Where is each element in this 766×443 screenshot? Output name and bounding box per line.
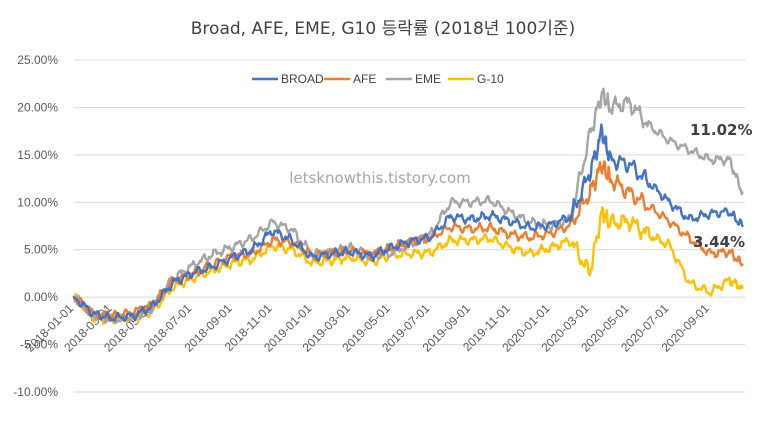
- y-tick-label: 25.00%: [17, 53, 58, 67]
- y-tick-label: -10.00%: [13, 385, 58, 399]
- gridlines: [74, 59, 745, 393]
- legend: BROAD AFE EME G-10: [252, 72, 504, 86]
- y-tick-label: 20.00%: [17, 100, 58, 114]
- series-line-afe: [72, 160, 744, 321]
- legend-label: G-10: [477, 72, 504, 86]
- legend-label: AFE: [353, 72, 376, 86]
- y-tick-label: -5.00%: [20, 338, 58, 352]
- y-tick-label: 10.00%: [17, 195, 58, 209]
- chart-title: Broad, AFE, EME, G10 등락률 (2018년 100기준): [191, 19, 575, 39]
- annotation-label: 11.02%: [690, 121, 752, 139]
- y-axis-tick-labels: 25.00% 20.00% 15.00% 10.00% 5.00% 0.00% -5.00%…: [13, 53, 58, 399]
- watermark-text: letsknowthis.tistory.com: [289, 169, 471, 187]
- series-line-broad: [72, 123, 744, 322]
- y-tick-label: 0.00%: [24, 290, 58, 304]
- end-value-annotations: 11.02% 3.44%: [690, 121, 752, 251]
- legend-label: BROAD: [281, 72, 324, 86]
- series-line-g10: [72, 206, 744, 326]
- series-lines: [72, 87, 744, 326]
- legend-label: EME: [415, 72, 441, 86]
- y-tick-label: 5.00%: [24, 243, 58, 257]
- series-line-eme: [72, 87, 744, 325]
- y-tick-label: 15.00%: [17, 148, 58, 162]
- annotation-label: 3.44%: [693, 233, 745, 251]
